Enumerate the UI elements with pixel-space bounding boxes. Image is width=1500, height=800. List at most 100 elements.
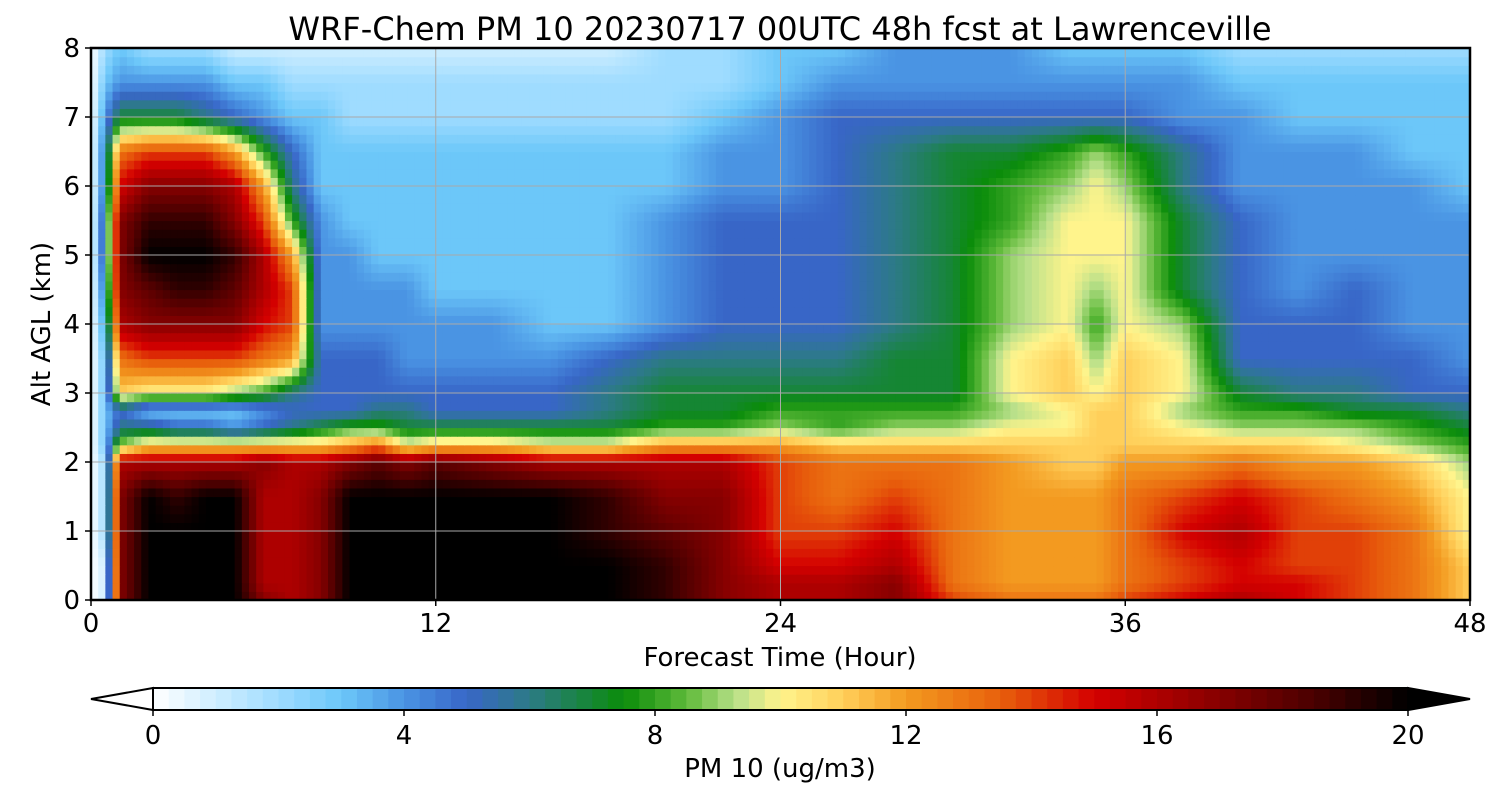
heatmap-cell <box>507 375 516 385</box>
heatmap-cell <box>1039 582 1047 592</box>
heatmap-cell <box>270 410 279 420</box>
heatmap-cell <box>435 582 444 592</box>
heatmap-cell <box>284 410 293 420</box>
heatmap-cell <box>407 427 415 437</box>
heatmap-cell <box>521 522 530 532</box>
heatmap-cell <box>392 436 401 446</box>
heatmap-cell <box>1225 479 1234 489</box>
heatmap-cell <box>1355 591 1363 600</box>
heatmap-cell <box>794 513 803 523</box>
heatmap-cell <box>608 375 616 385</box>
heatmap-cell <box>270 462 279 472</box>
heatmap-cell <box>730 393 739 403</box>
heatmap-cell <box>780 384 789 394</box>
heatmap-cell <box>1003 462 1011 472</box>
heatmap-cell <box>1455 487 1464 498</box>
heatmap-cell <box>852 479 861 489</box>
heatmap-cell <box>924 496 932 506</box>
heatmap-cell <box>399 393 408 403</box>
heatmap-cell <box>881 384 889 394</box>
heatmap-cell <box>593 462 602 472</box>
heatmap-cell <box>895 427 904 437</box>
heatmap-cell <box>1247 384 1256 394</box>
heatmap-cell <box>1405 505 1414 515</box>
heatmap-cell <box>1455 444 1464 454</box>
heatmap-cell <box>1376 393 1385 403</box>
heatmap-cell <box>1189 522 1198 532</box>
heatmap-cell <box>1311 556 1320 567</box>
heatmap-cell <box>687 427 695 437</box>
heatmap-cell <box>1197 505 1205 515</box>
heatmap-cell <box>1232 582 1241 592</box>
heatmap-cell <box>744 462 753 472</box>
heatmap-cell <box>1340 565 1349 575</box>
heatmap-cell <box>249 522 257 532</box>
heatmap-cell <box>529 462 537 472</box>
heatmap-cell <box>521 556 530 567</box>
heatmap-cell <box>486 565 494 575</box>
heatmap-cell <box>629 556 638 567</box>
heatmap-cell <box>830 384 839 394</box>
heatmap-cell <box>306 539 315 549</box>
heatmap-cell <box>708 496 717 506</box>
heatmap-cell <box>514 539 523 549</box>
heatmap-cell <box>1110 418 1119 429</box>
heatmap-cell <box>931 470 940 480</box>
heatmap-cell <box>277 410 286 420</box>
heatmap-cell <box>1326 401 1335 411</box>
heatmap-cell <box>794 565 803 575</box>
heatmap-cell <box>1017 479 1026 489</box>
heatmap-cell <box>277 401 286 411</box>
heatmap-cell <box>1060 375 1069 385</box>
heatmap-cell <box>119 487 128 498</box>
heatmap-cell <box>1139 479 1148 489</box>
heatmap-cell <box>507 427 516 437</box>
heatmap-cell <box>1261 479 1270 489</box>
heatmap-cell <box>91 367 99 377</box>
heatmap-cell <box>1082 505 1090 515</box>
heatmap-cell <box>1089 453 1098 463</box>
heatmap-cell <box>916 582 925 592</box>
heatmap-cell <box>91 591 99 600</box>
heatmap-cell <box>1003 453 1011 463</box>
heatmap-cell <box>579 496 588 506</box>
heatmap-cell <box>1290 591 1299 600</box>
heatmap-cell <box>988 522 997 532</box>
heatmap-cell <box>780 436 789 446</box>
heatmap-cell <box>263 375 272 385</box>
heatmap-cell <box>1211 522 1220 532</box>
heatmap-cell <box>988 496 997 506</box>
heatmap-cell <box>931 565 940 575</box>
heatmap-cell <box>1053 427 1062 437</box>
heatmap-cell <box>442 410 451 420</box>
heatmap-cell <box>1434 401 1442 411</box>
heatmap-cell <box>371 427 379 437</box>
heatmap-cell <box>737 444 746 454</box>
heatmap-cell <box>306 462 315 472</box>
heatmap-cell <box>349 453 358 463</box>
heatmap-cell <box>873 384 882 394</box>
heatmap-cell <box>256 591 264 600</box>
heatmap-cell <box>1089 384 1098 394</box>
heatmap-cell <box>550 531 559 541</box>
heatmap-cell <box>1110 582 1119 592</box>
heatmap-cell <box>1383 591 1392 600</box>
heatmap-cell <box>802 496 810 506</box>
heatmap-cell <box>134 548 142 558</box>
heatmap-cell <box>658 401 667 411</box>
heatmap-cell <box>306 453 315 463</box>
heatmap-cell <box>665 565 674 575</box>
heatmap-cell <box>464 401 473 411</box>
heatmap-cell <box>349 418 358 429</box>
heatmap-cell <box>909 522 918 532</box>
heatmap-cell <box>1362 522 1371 532</box>
heatmap-cell <box>428 574 437 584</box>
heatmap-cell <box>1297 444 1306 454</box>
heatmap-cell <box>1067 427 1076 437</box>
heatmap-cell <box>1082 410 1090 420</box>
heatmap-cell <box>608 436 616 446</box>
heatmap-cell <box>766 418 774 429</box>
heatmap-cell <box>1089 470 1098 480</box>
heatmap-cell <box>1441 539 1450 549</box>
heatmap-cell <box>421 444 430 454</box>
